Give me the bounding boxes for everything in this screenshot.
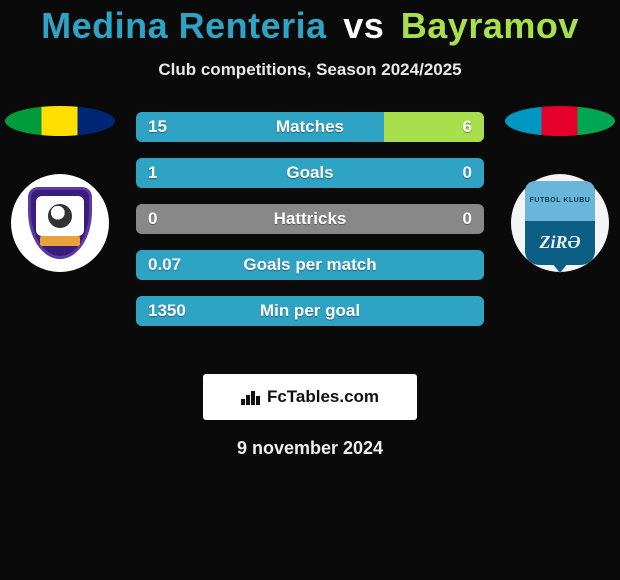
crest-right-main-text: ZiRƏ (525, 221, 595, 265)
stat-left-value: 1350 (136, 301, 216, 321)
stat-label: Matches (216, 117, 404, 137)
right-club-crest: FUTBOL KLUBU ZiRƏ (511, 174, 609, 272)
player2-name: Bayramov (401, 5, 579, 46)
left-club-crest (11, 174, 109, 272)
left-column (0, 106, 120, 272)
stat-left-value: 15 (136, 117, 216, 137)
right-flag (505, 106, 615, 136)
left-flag (5, 106, 115, 136)
stat-row: 0Hattricks0 (136, 204, 484, 234)
zira-badge-icon: FUTBOL KLUBU ZiRƏ (525, 181, 595, 265)
stats-list: 15Matches61Goals00Hattricks00.07Goals pe… (136, 112, 484, 326)
stat-left-value: 0 (136, 209, 216, 229)
stat-left-value: 0.07 (136, 255, 216, 275)
player1-name: Medina Renteria (41, 5, 327, 46)
brand-badge: FcTables.com (203, 374, 417, 420)
stat-left-value: 1 (136, 163, 216, 183)
stat-label: Goals (216, 163, 404, 183)
crest-right-top-text: FUTBOL KLUBU (525, 181, 595, 221)
stat-right-value: 0 (404, 209, 484, 229)
bar-chart-icon (241, 389, 261, 405)
right-column: FUTBOL KLUBU ZiRƏ (500, 106, 620, 272)
stat-label: Min per goal (216, 301, 404, 321)
stat-row: 1Goals0 (136, 158, 484, 188)
stat-row: 0.07Goals per match (136, 250, 484, 280)
stat-row: 15Matches6 (136, 112, 484, 142)
subtitle: Club competitions, Season 2024/2025 (0, 60, 620, 80)
brand-text: FcTables.com (267, 387, 379, 407)
vs-label: vs (343, 5, 384, 46)
date-text: 9 november 2024 (0, 438, 620, 459)
comparison-panel: FUTBOL KLUBU ZiRƏ 15Matches61Goals00Hatt… (0, 106, 620, 356)
stat-right-value: 0 (404, 163, 484, 183)
stat-label: Hattricks (216, 209, 404, 229)
stat-right-value: 6 (404, 117, 484, 137)
stat-row: 1350Min per goal (136, 296, 484, 326)
page-title: Medina Renteria vs Bayramov (0, 0, 620, 46)
shield-icon (28, 187, 92, 259)
stat-label: Goals per match (216, 255, 404, 275)
